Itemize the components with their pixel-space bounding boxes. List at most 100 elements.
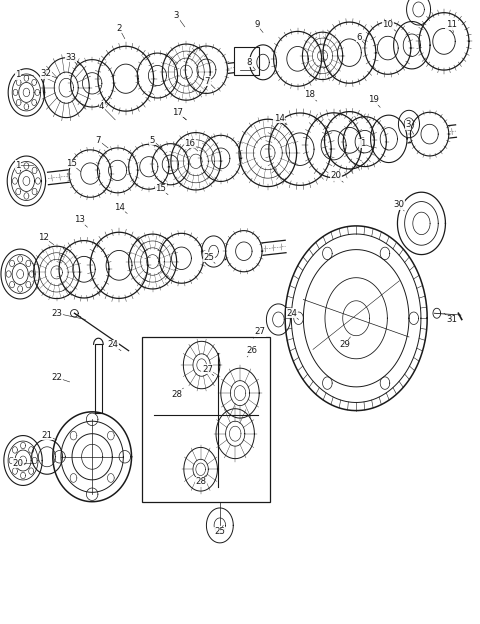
Text: 24: 24 — [108, 340, 118, 349]
Text: 7: 7 — [204, 77, 210, 85]
Text: 8: 8 — [247, 58, 252, 67]
Text: 20: 20 — [13, 459, 24, 467]
Text: 14: 14 — [114, 203, 124, 212]
Polygon shape — [324, 112, 374, 169]
Text: 20: 20 — [331, 172, 341, 180]
Polygon shape — [43, 58, 89, 118]
Polygon shape — [206, 508, 233, 543]
Polygon shape — [71, 310, 78, 317]
Text: 17: 17 — [172, 108, 183, 117]
Text: 14: 14 — [274, 114, 285, 123]
Text: 25: 25 — [215, 527, 225, 536]
Polygon shape — [184, 447, 217, 491]
Text: 19: 19 — [368, 95, 379, 104]
Polygon shape — [98, 46, 154, 111]
Polygon shape — [323, 22, 376, 83]
Polygon shape — [152, 144, 189, 185]
Polygon shape — [8, 69, 45, 116]
Text: 32: 32 — [40, 69, 51, 78]
Text: 25: 25 — [204, 253, 214, 261]
Polygon shape — [365, 22, 411, 74]
Text: 1: 1 — [15, 71, 21, 79]
Text: 7: 7 — [96, 136, 101, 145]
Polygon shape — [183, 341, 220, 389]
Polygon shape — [306, 113, 361, 178]
Polygon shape — [216, 409, 254, 459]
Text: 27: 27 — [202, 365, 213, 374]
Polygon shape — [398, 110, 420, 138]
Polygon shape — [201, 135, 241, 182]
Text: 18: 18 — [304, 90, 315, 99]
Text: 3: 3 — [405, 120, 411, 129]
Text: 6: 6 — [356, 33, 362, 42]
Text: 31: 31 — [447, 315, 457, 324]
Polygon shape — [239, 119, 297, 187]
Polygon shape — [7, 156, 46, 206]
Text: 15: 15 — [156, 184, 166, 193]
Polygon shape — [226, 231, 262, 272]
Polygon shape — [95, 344, 102, 413]
Polygon shape — [410, 112, 449, 156]
Polygon shape — [97, 148, 138, 193]
Text: 28: 28 — [171, 390, 182, 399]
Polygon shape — [90, 232, 148, 298]
Polygon shape — [302, 32, 343, 80]
Text: 28: 28 — [195, 477, 206, 486]
Polygon shape — [69, 150, 111, 197]
Text: 2: 2 — [116, 24, 122, 32]
Polygon shape — [71, 60, 114, 107]
Polygon shape — [1, 249, 39, 299]
Polygon shape — [48, 125, 456, 185]
Text: 16: 16 — [184, 139, 195, 148]
Text: 30: 30 — [394, 200, 405, 209]
Polygon shape — [129, 234, 177, 289]
Polygon shape — [371, 115, 407, 163]
Polygon shape — [94, 338, 103, 344]
Polygon shape — [4, 436, 42, 485]
Text: 21: 21 — [42, 431, 52, 440]
Polygon shape — [137, 53, 178, 98]
Polygon shape — [419, 12, 469, 70]
Text: 9: 9 — [254, 21, 260, 29]
Text: 6: 6 — [175, 108, 180, 117]
Text: 3: 3 — [174, 11, 180, 20]
Text: 13: 13 — [74, 215, 84, 224]
Polygon shape — [285, 226, 427, 411]
Polygon shape — [266, 304, 290, 335]
Text: 5: 5 — [150, 136, 156, 145]
Polygon shape — [162, 44, 210, 100]
Polygon shape — [129, 144, 169, 189]
Polygon shape — [48, 36, 456, 95]
Polygon shape — [159, 233, 204, 283]
Polygon shape — [394, 21, 430, 69]
Text: 12: 12 — [38, 233, 48, 241]
Polygon shape — [274, 31, 322, 86]
Bar — [142, 337, 270, 502]
Text: 29: 29 — [339, 340, 350, 349]
Polygon shape — [250, 45, 276, 80]
Polygon shape — [185, 46, 228, 94]
Bar — [234, 47, 259, 75]
Text: 11: 11 — [446, 21, 456, 29]
Polygon shape — [53, 412, 132, 502]
Text: 33: 33 — [66, 53, 76, 62]
Text: 27: 27 — [255, 328, 265, 336]
Polygon shape — [202, 236, 226, 267]
Polygon shape — [171, 132, 221, 190]
Polygon shape — [34, 246, 80, 299]
Text: 23: 23 — [51, 309, 62, 318]
Polygon shape — [32, 439, 62, 474]
Text: 4: 4 — [99, 102, 105, 110]
Text: 1: 1 — [15, 161, 21, 170]
Text: 22: 22 — [51, 373, 62, 382]
Polygon shape — [26, 240, 286, 282]
Text: 26: 26 — [247, 346, 257, 355]
Text: 24: 24 — [287, 309, 297, 318]
Text: 1: 1 — [360, 139, 365, 148]
Text: 15: 15 — [66, 159, 76, 168]
Polygon shape — [269, 113, 331, 185]
Polygon shape — [343, 117, 386, 167]
Polygon shape — [407, 0, 431, 25]
Polygon shape — [221, 368, 259, 418]
Text: 10: 10 — [383, 21, 393, 29]
